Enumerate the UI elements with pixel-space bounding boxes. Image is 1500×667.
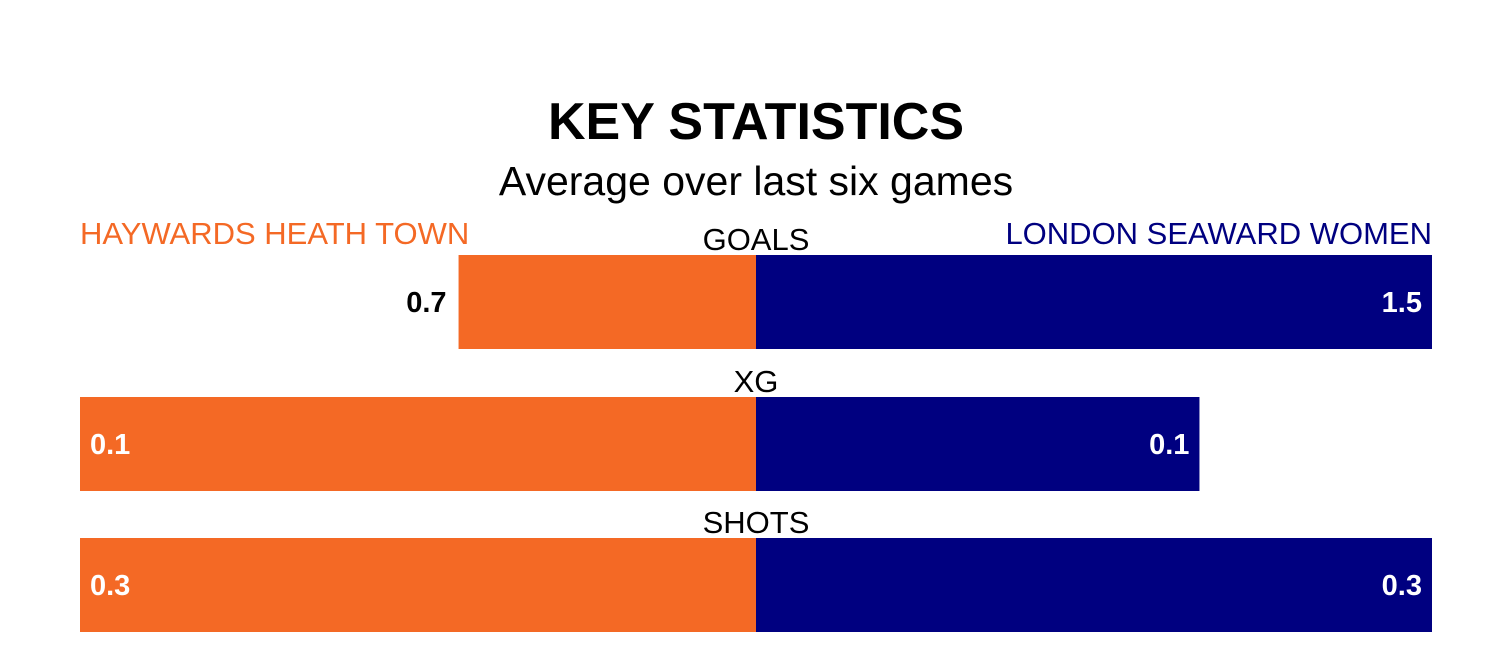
value-home-shots: 0.3 [90,570,130,602]
value-away-xg: 0.1 [1149,429,1189,461]
bar-home-goals [459,255,756,349]
bar-away-shots [756,538,1432,632]
bar-away-xg [756,397,1199,491]
bar-home-shots [80,538,756,632]
bar-away-goals [756,255,1432,349]
value-away-shots: 0.3 [1382,570,1422,602]
value-away-goals: 1.5 [1382,287,1422,319]
category-label-xg: XG [734,364,779,399]
category-label-shots: SHOTS [703,505,810,540]
bar-home-xg [80,397,756,491]
value-home-xg: 0.1 [90,429,130,461]
value-home-goals: 0.7 [406,287,446,319]
category-label-goals: GOALS [703,222,810,257]
